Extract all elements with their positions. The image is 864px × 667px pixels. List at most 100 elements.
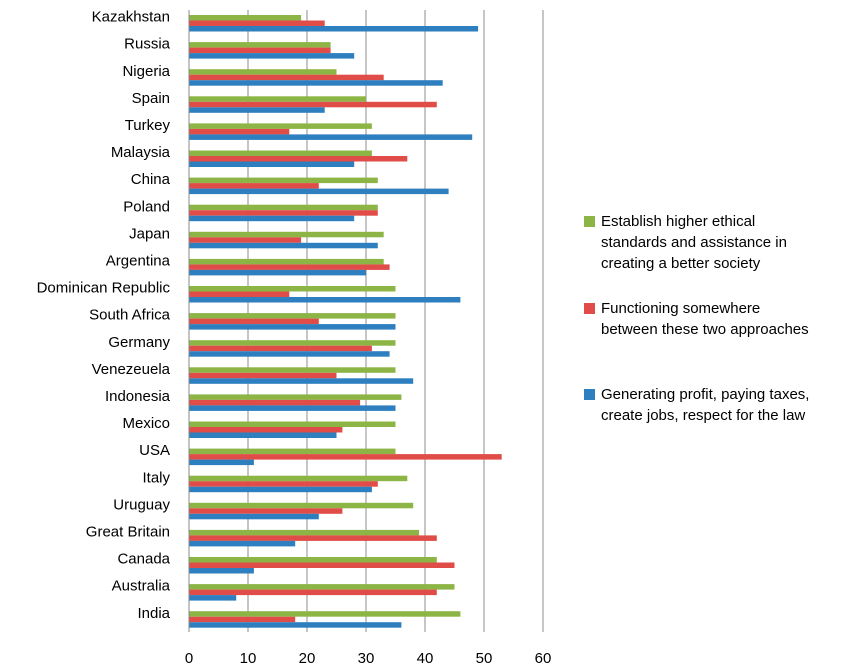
- bar-red: [189, 345, 372, 352]
- bar-blue: [189, 351, 390, 357]
- category-label: South Africa: [89, 307, 171, 324]
- bar-blue: [189, 486, 372, 493]
- x-tick-label: 10: [240, 650, 257, 667]
- category-label: Russia: [124, 36, 171, 53]
- category-label: Germany: [108, 334, 170, 351]
- category-label: Nigeria: [122, 63, 170, 80]
- legend-swatch-green: [584, 216, 595, 227]
- x-tick-label: 20: [299, 650, 316, 667]
- bar-blue: [189, 107, 325, 113]
- x-axis-tick-labels: 0 10 20 30 40 50 60: [185, 650, 552, 667]
- legend-label-green: Establish higher ethical standards and a…: [601, 213, 787, 272]
- bar-green: [189, 69, 337, 75]
- bar-green: [189, 448, 396, 455]
- gridlines: [247, 10, 544, 632]
- x-tick-label: 30: [358, 650, 375, 667]
- bar-green: [189, 557, 437, 563]
- bar-green: [189, 231, 384, 238]
- bar-blue: [189, 53, 355, 59]
- bar-green: [189, 394, 402, 400]
- bar-green: [189, 529, 420, 536]
- category-label: Australia: [112, 578, 171, 595]
- bar-red: [189, 291, 290, 297]
- bar-red: [189, 427, 343, 433]
- bar-green: [189, 258, 384, 265]
- category-label: Venezeuela: [92, 361, 171, 378]
- bar-green: [189, 367, 396, 373]
- bar-green: [189, 286, 396, 292]
- bar-blue: [189, 26, 479, 32]
- bar-blue: [189, 595, 237, 601]
- category-label: Japan: [129, 225, 170, 242]
- bar-green: [189, 204, 378, 211]
- category-label: Dominican Republic: [37, 280, 171, 297]
- bar-blue: [189, 188, 449, 195]
- category-label: Canada: [117, 551, 170, 568]
- category-label: Argentina: [106, 252, 171, 269]
- bar-blue: [189, 405, 396, 411]
- category-label: India: [137, 605, 170, 622]
- bar-blue: [189, 432, 337, 438]
- bar-red: [189, 372, 337, 379]
- category-label: Indonesia: [105, 388, 171, 405]
- bar-red: [189, 20, 325, 26]
- bar-red: [189, 318, 319, 325]
- bar-green: [189, 475, 408, 482]
- category-label: Mexico: [122, 415, 170, 432]
- bar-red: [189, 481, 378, 487]
- bar-red: [189, 47, 331, 54]
- bar-blue: [189, 134, 473, 140]
- x-tick-label: 50: [476, 650, 493, 667]
- bar-blue: [189, 297, 461, 303]
- legend-label-blue: Generating profit, paying taxes, create …: [601, 386, 810, 424]
- bar-red: [189, 210, 378, 216]
- bar-blue: [189, 80, 443, 86]
- bar-red: [189, 183, 319, 189]
- bar-red: [189, 128, 290, 135]
- legend-swatch-blue: [584, 389, 595, 400]
- bar-red: [189, 399, 361, 406]
- bar-green: [189, 96, 366, 102]
- bar-blue: [189, 622, 402, 628]
- category-label: Kazakhstan: [92, 9, 170, 26]
- bar-green: [189, 123, 372, 129]
- category-label: Spain: [132, 90, 170, 107]
- bar-green: [189, 584, 455, 590]
- category-label: Italy: [142, 469, 170, 486]
- bar-red: [189, 74, 384, 81]
- bar-blue: [189, 324, 396, 330]
- category-label: Great Britain: [86, 523, 170, 540]
- bars: [189, 15, 502, 628]
- bar-green: [189, 611, 461, 617]
- bar-blue: [189, 215, 355, 222]
- bar-blue: [189, 568, 254, 574]
- category-label: Poland: [123, 198, 170, 215]
- bar-green: [189, 42, 331, 48]
- category-label: Malaysia: [111, 144, 171, 161]
- bar-green: [189, 340, 396, 346]
- bar-red: [189, 562, 455, 568]
- bar-blue: [189, 513, 319, 520]
- x-tick-label: 40: [417, 650, 434, 667]
- bar-red: [189, 101, 437, 108]
- bar-blue: [189, 459, 254, 466]
- bar-red: [189, 535, 437, 541]
- bar-blue: [189, 242, 378, 249]
- bar-red: [189, 454, 502, 460]
- bar-blue: [189, 161, 355, 167]
- legend-swatch-red: [584, 303, 595, 314]
- category-labels: Kazakhstan Russia Nigeria Spain Turkey Malays…: [37, 9, 171, 622]
- bar-red: [189, 589, 437, 596]
- category-label: USA: [139, 442, 170, 459]
- bar-green: [189, 177, 378, 184]
- category-label: Turkey: [125, 117, 171, 134]
- bar-blue: [189, 540, 296, 547]
- bar-blue: [189, 378, 414, 384]
- bar-red: [189, 156, 408, 162]
- bar-green: [189, 15, 302, 21]
- bar-green: [189, 502, 414, 509]
- category-label: China: [131, 171, 171, 188]
- category-label: Uruguay: [113, 496, 170, 513]
- bar-blue: [189, 269, 366, 276]
